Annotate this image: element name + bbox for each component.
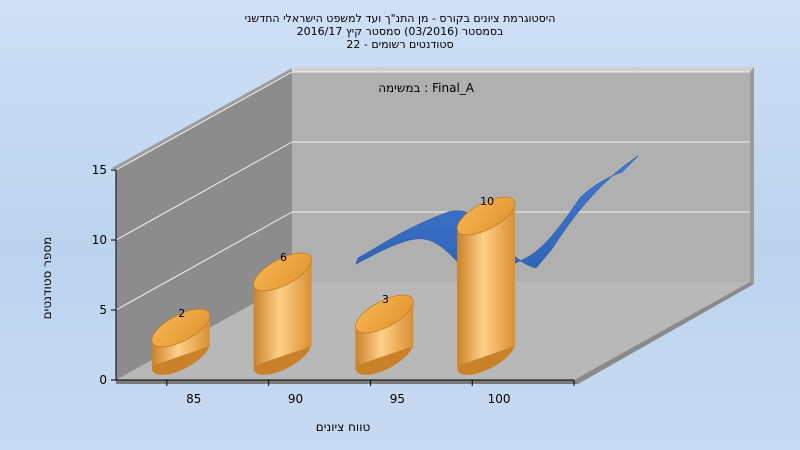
left-wall-bevel bbox=[112, 68, 292, 170]
bar-top bbox=[151, 308, 211, 348]
floor-bevel bbox=[574, 282, 754, 384]
y-tick-label: 0 bbox=[99, 373, 107, 387]
bar-value-label: 10 bbox=[480, 195, 494, 208]
y-axis-title: מספר סטודנטים bbox=[40, 237, 54, 320]
back-wall-bevel-right bbox=[750, 67, 754, 284]
bar: 10 bbox=[456, 195, 516, 375]
assignment-annotation: במשימה : Final_A bbox=[378, 81, 475, 95]
bar-body bbox=[457, 206, 516, 366]
y-tick-label: 10 bbox=[92, 233, 107, 247]
x-axis-title: טווח ציונים bbox=[316, 420, 371, 434]
x-tick-label: 95 bbox=[390, 392, 405, 406]
chart-title-line-1: היסטוגרמת ציונים בקורס - מן התנ"ך ועד למ… bbox=[244, 12, 556, 25]
floor-bevel-front bbox=[116, 380, 578, 384]
y-tick-label: 5 bbox=[99, 303, 107, 317]
bar: 2 bbox=[151, 307, 211, 375]
chart-title-line-3: סטודנטים רשומים - 22 bbox=[346, 38, 454, 51]
back-wall-bevel-top bbox=[292, 67, 754, 72]
bar: 6 bbox=[253, 251, 312, 375]
bar-top bbox=[456, 196, 516, 236]
bar-value-label: 6 bbox=[280, 251, 287, 264]
chart-title-line-2: בסמסטר (03/2016) סמסטר קיץ 2016/17 bbox=[296, 25, 504, 38]
bar-value-label: 3 bbox=[382, 293, 389, 306]
bar-top bbox=[253, 252, 312, 292]
bar: 3 bbox=[355, 293, 414, 375]
back-wall bbox=[292, 72, 750, 282]
x-tick-label: 100 bbox=[488, 392, 511, 406]
bar-top bbox=[355, 294, 414, 334]
grid-lines bbox=[115, 71, 750, 311]
bars-group: 2 6 3 10 bbox=[151, 195, 516, 375]
bar-value-label: 2 bbox=[178, 307, 185, 320]
y-axis: 0 5 10 15 bbox=[92, 163, 117, 387]
grid-line-side bbox=[115, 211, 293, 311]
x-axis: 85 90 95 100 bbox=[116, 379, 575, 406]
y-tick-label: 15 bbox=[92, 163, 107, 177]
grid-line-side bbox=[115, 71, 293, 171]
x-tick-label: 85 bbox=[186, 392, 201, 406]
grid-line-side bbox=[115, 141, 293, 241]
left-wall bbox=[116, 72, 292, 380]
x-tick-label: 90 bbox=[288, 392, 303, 406]
